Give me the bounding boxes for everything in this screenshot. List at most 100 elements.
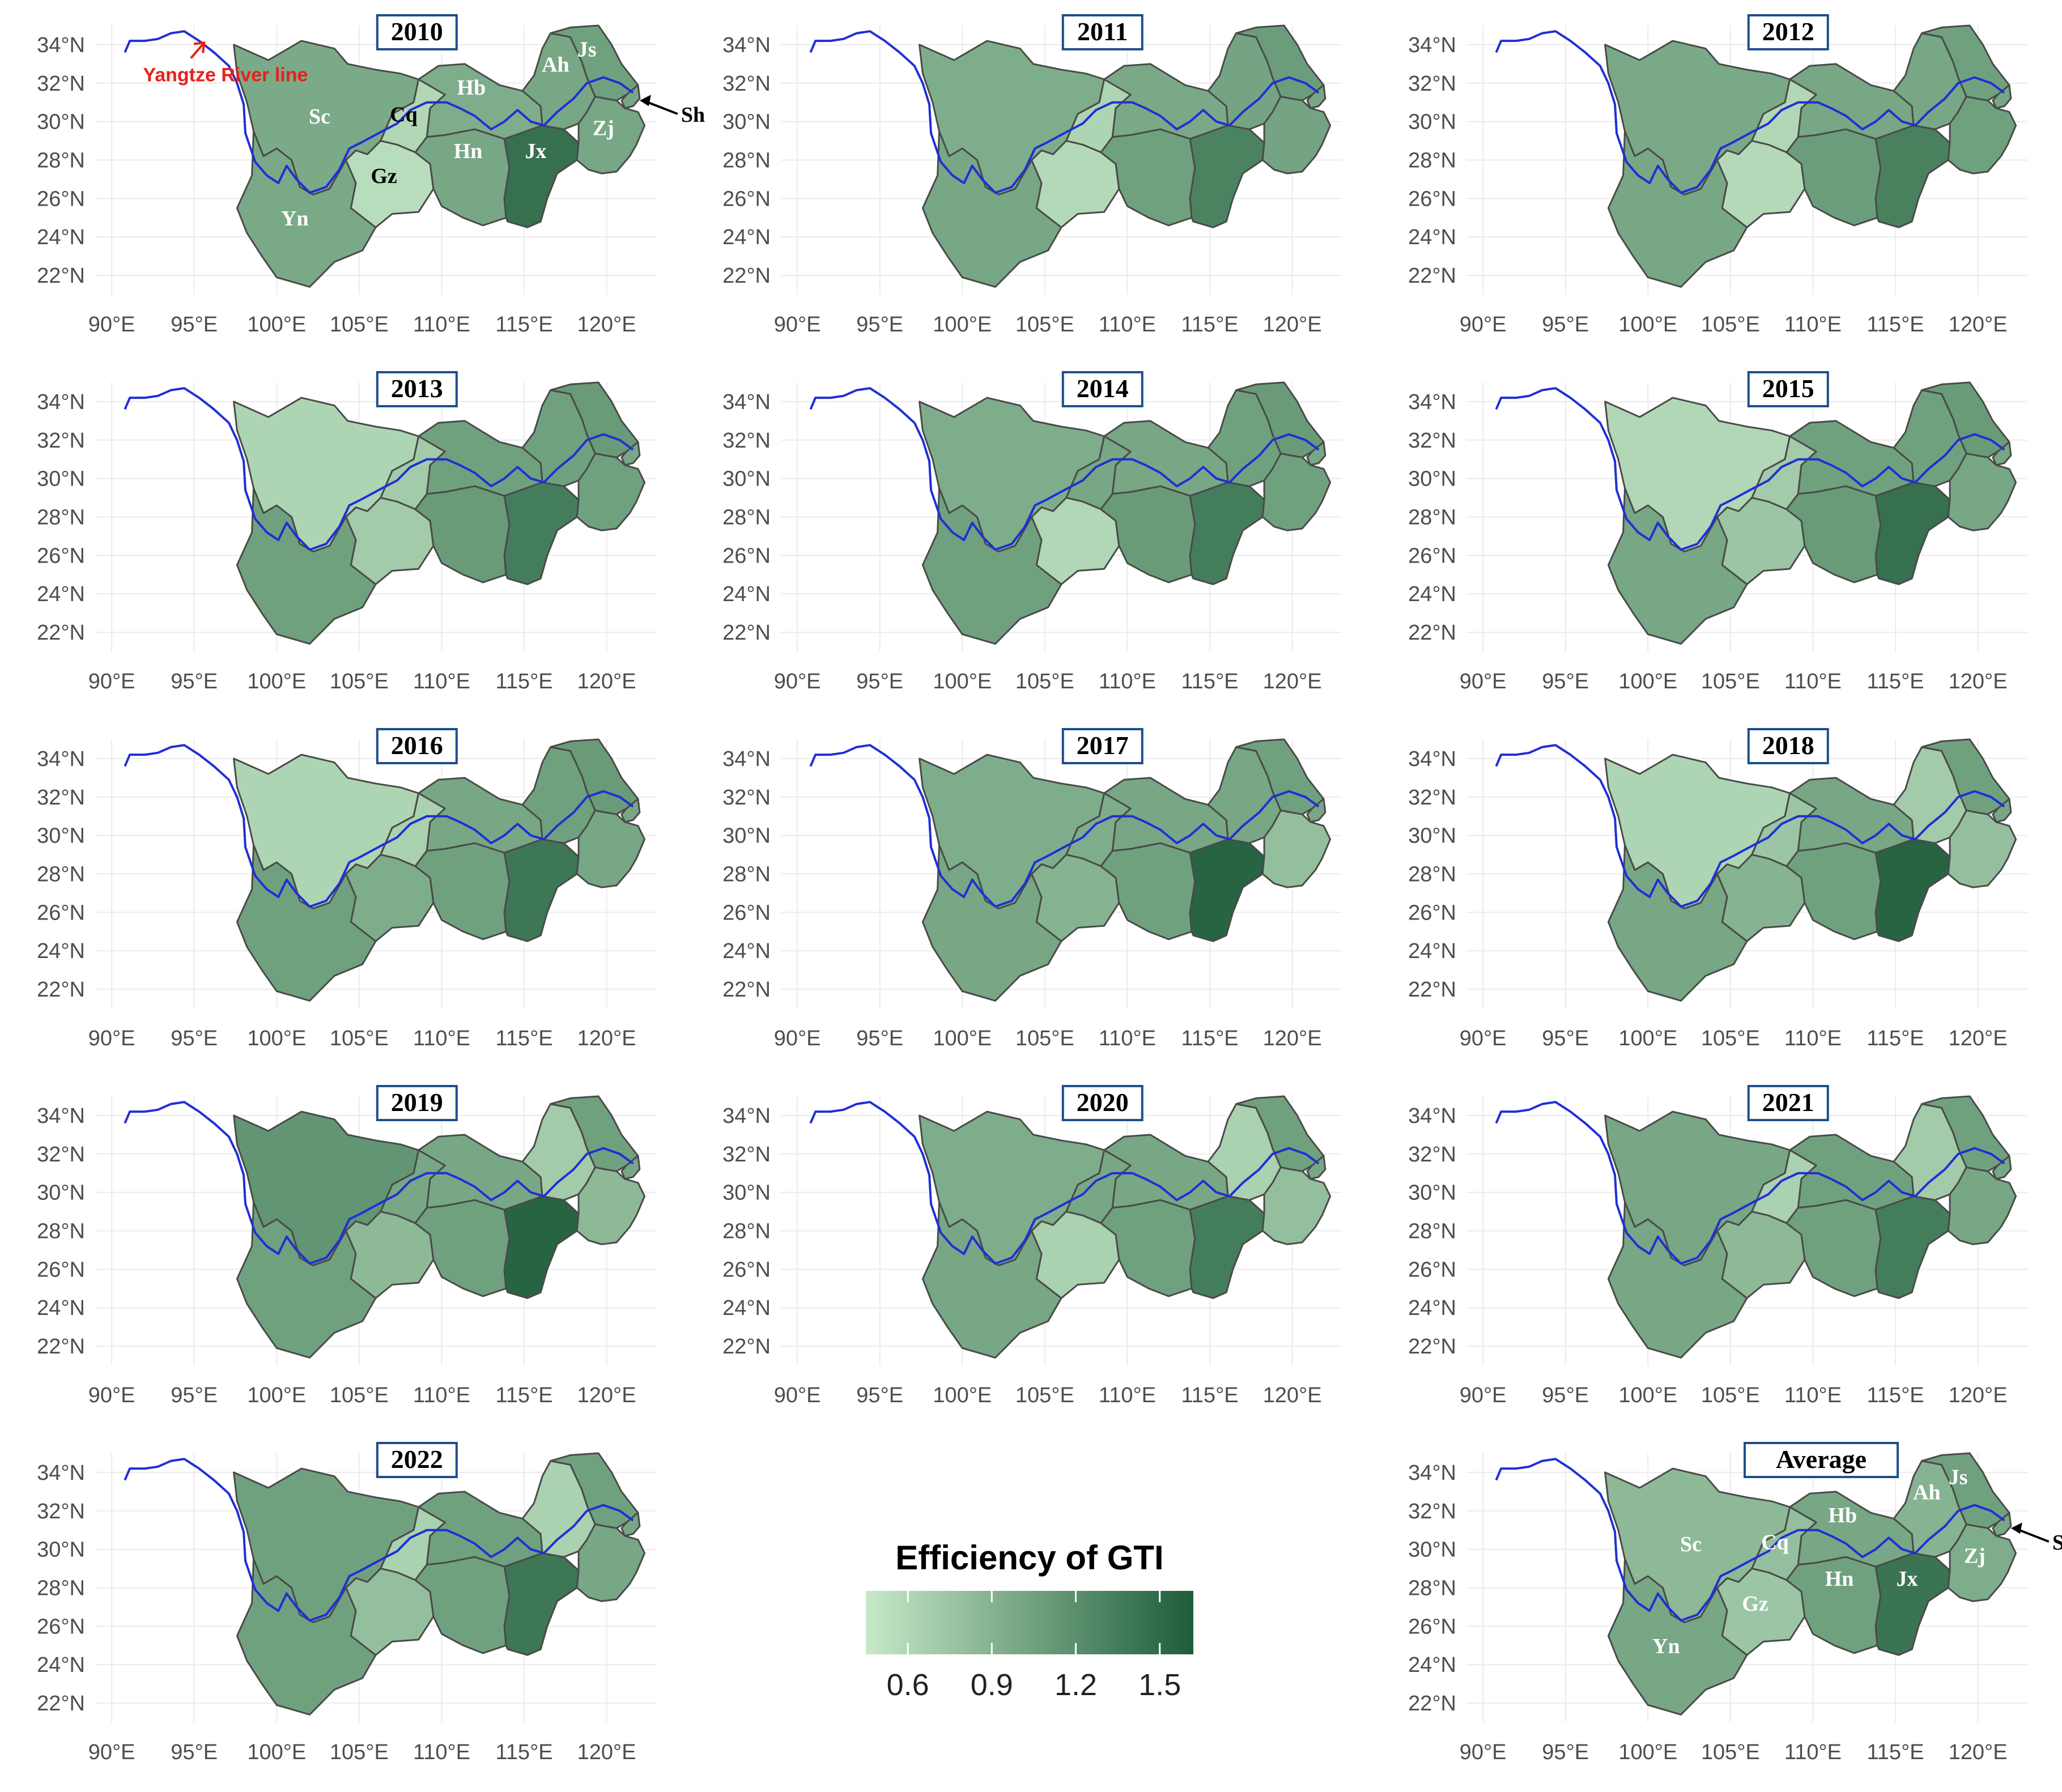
- color-legend: Efficiency of GTI 0.6 0.9 1.2 1.5: [866, 1539, 1193, 1702]
- yangtze-river-line: [124, 1458, 634, 1622]
- y-tick-label: 30°N: [1408, 1181, 1456, 1205]
- panel-title-box: [1061, 728, 1143, 764]
- x-tick-label: 120°E: [577, 670, 636, 693]
- y-tick-label: 28°N: [37, 1577, 85, 1601]
- yangtze-river-line: [809, 30, 1320, 194]
- province-zj: [576, 453, 646, 531]
- y-tick-label: 34°N: [1408, 1461, 1456, 1485]
- province-hn: [1100, 842, 1196, 940]
- x-tick-label: 95°E: [856, 313, 903, 337]
- map-panel-2016: 34°N 32°N 30°N 28°N 26°N 24°N 22°N 90°E 95°E 100°…: [37, 728, 656, 1050]
- province-hn: [1785, 842, 1882, 940]
- y-tick-label: 30°N: [1408, 1538, 1456, 1562]
- y-tick-label: 22°N: [1408, 264, 1456, 288]
- y-tick-label: 26°N: [1408, 1258, 1456, 1282]
- province-label-yn: Yn: [281, 207, 309, 231]
- province-label-sh: Sh: [2052, 1531, 2062, 1555]
- province-hn: [414, 485, 511, 584]
- province-sh: [1306, 1155, 1327, 1180]
- y-tick-label: 34°N: [722, 1104, 771, 1128]
- x-tick-label: 100°E: [247, 1027, 306, 1050]
- y-tick-label: 30°N: [37, 1181, 85, 1205]
- x-tick-label: 95°E: [171, 1740, 218, 1764]
- map-panel-2018: 34°N 32°N 30°N 28°N 26°N 24°N 22°N 90°E 95°E 100°…: [1408, 728, 2027, 1050]
- y-tick-label: 34°N: [37, 390, 85, 414]
- yangtze-river-line: [809, 387, 1320, 551]
- x-tick-label: 95°E: [1542, 670, 1589, 693]
- province-label-sh: Sh: [681, 103, 705, 127]
- y-tick-label: 30°N: [1408, 467, 1456, 491]
- map-panel-2013: 34°N 32°N 30°N 28°N 26°N 24°N 22°N 90°E 95°E 100°…: [37, 371, 656, 693]
- x-tick-label: 95°E: [856, 1384, 903, 1407]
- province-zj: [1947, 1523, 2017, 1602]
- panel-title-box: [376, 1442, 458, 1478]
- panel-title-box: [376, 371, 458, 407]
- y-tick-label: 26°N: [1408, 544, 1456, 568]
- x-tick-label: 105°E: [1701, 313, 1760, 337]
- y-tick-label: 24°N: [722, 582, 771, 606]
- province-hn: [414, 1556, 511, 1654]
- y-tick-label: 24°N: [722, 225, 771, 249]
- panel-title-box: [1061, 371, 1143, 407]
- map-panel-2010: 34°N 32°N 30°N 28°N 26°N 24°N 22°N 90°E 95°E 100°…: [37, 14, 705, 337]
- x-tick-label: 100°E: [933, 1384, 992, 1407]
- x-tick-label: 95°E: [1542, 313, 1589, 337]
- x-tick-label: 90°E: [1460, 313, 1507, 337]
- y-tick-label: 32°N: [722, 72, 771, 96]
- x-tick-label: 110°E: [1099, 670, 1156, 693]
- x-tick-label: 95°E: [171, 313, 218, 337]
- panel-title: 2010: [391, 17, 443, 46]
- province-jx: [1189, 124, 1265, 228]
- province-label-hn: Hn: [1825, 1567, 1854, 1591]
- x-tick-label: 115°E: [1181, 313, 1238, 337]
- province-zj: [576, 1523, 646, 1602]
- panel-title: 2013: [391, 374, 443, 403]
- x-tick-label: 110°E: [1784, 1740, 1842, 1764]
- province-label-js: Js: [1949, 1465, 1968, 1489]
- x-tick-label: 105°E: [330, 1384, 389, 1407]
- panel-title-box: [1747, 728, 1829, 764]
- y-tick-label: 32°N: [1408, 429, 1456, 453]
- province-jx: [1874, 481, 1951, 585]
- panel-title: 2012: [1762, 17, 1814, 46]
- yangtze-river-line: [1495, 1458, 2005, 1622]
- x-tick-label: 110°E: [1099, 1027, 1156, 1050]
- province-hn: [1785, 128, 1882, 227]
- x-tick-label: 95°E: [171, 1027, 218, 1050]
- province-zj: [1947, 96, 2017, 174]
- y-tick-label: 34°N: [37, 747, 85, 771]
- y-tick-label: 26°N: [722, 901, 771, 925]
- y-tick-label: 28°N: [722, 506, 771, 530]
- y-tick-label: 34°N: [37, 33, 85, 57]
- x-tick-label: 95°E: [1542, 1740, 1589, 1764]
- province-zj: [1947, 1167, 2017, 1245]
- x-tick-label: 115°E: [1867, 1384, 1924, 1407]
- x-tick-label: 120°E: [1949, 670, 2008, 693]
- y-tick-label: 32°N: [37, 1500, 85, 1523]
- province-jx: [1189, 481, 1265, 585]
- x-tick-label: 90°E: [1460, 1384, 1507, 1407]
- province-label-yn: Yn: [1652, 1634, 1680, 1658]
- x-tick-label: 100°E: [1618, 1384, 1677, 1407]
- y-tick-label: 24°N: [1408, 582, 1456, 606]
- province-zj: [1261, 1167, 1332, 1245]
- panel-title: 2015: [1762, 374, 1814, 403]
- y-tick-label: 30°N: [37, 110, 85, 134]
- x-tick-label: 105°E: [330, 670, 389, 693]
- x-tick-label: 90°E: [1460, 1740, 1507, 1764]
- province-label-jx: Jx: [525, 139, 546, 163]
- y-tick-label: 32°N: [1408, 786, 1456, 810]
- province-sh: [620, 798, 641, 823]
- x-tick-label: 115°E: [495, 1027, 552, 1050]
- y-tick-label: 26°N: [722, 544, 771, 568]
- province-sh: [1992, 798, 2012, 823]
- province-jx: [503, 1552, 580, 1656]
- y-tick-label: 26°N: [37, 1615, 85, 1638]
- yangtze-river-line: [124, 387, 634, 551]
- yangtze-river-line: [809, 1101, 1320, 1265]
- map-panel-average: 34°N 32°N 30°N 28°N 26°N 24°N 22°N90°E 95°E 100°…: [1408, 1442, 2062, 1764]
- x-tick-label: 100°E: [247, 670, 306, 693]
- panel-title-box: [376, 728, 458, 764]
- y-tick-label: 30°N: [37, 824, 85, 848]
- legend-tick-label: 0.6: [887, 1668, 929, 1702]
